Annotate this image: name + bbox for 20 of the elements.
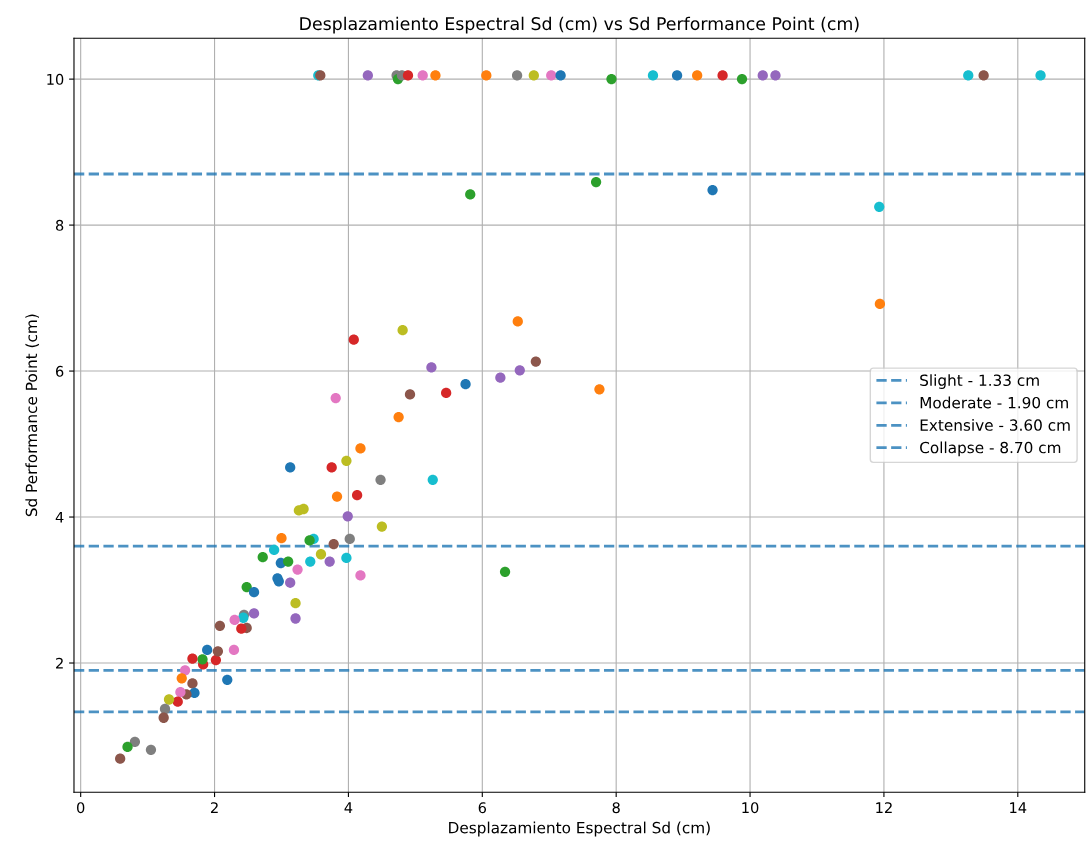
x-tick-label: 6 — [478, 802, 487, 814]
y-tick-label: 2 — [56, 657, 63, 669]
x-axis-title: Desplazamiento Espectral Sd (cm) — [449, 821, 710, 837]
x-tick-label: 10 — [742, 802, 759, 814]
x-tick-label: 4 — [344, 802, 353, 813]
legend-label: Collapse - 8.70 cm — [920, 441, 1061, 457]
chart-title: Desplazamiento Espectral Sd (cm) vs Sd Performance Point (cm) — [300, 16, 859, 34]
x-tick-label: 14 — [1010, 802, 1027, 813]
y-tick-label: 4 — [55, 511, 64, 523]
x-tick-label: 0 — [77, 802, 85, 814]
y-tick-label: 8 — [55, 219, 64, 231]
y-tick-label: 10 — [47, 73, 64, 85]
legend-label: Extensive - 3.60 cm — [920, 419, 1070, 431]
x-tick-label: 8 — [612, 802, 620, 814]
x-tick-label: 2 — [210, 802, 218, 813]
legend-label: Moderate - 1.90 cm — [920, 396, 1068, 409]
x-tick-label: 12 — [876, 802, 892, 813]
legend-label: Slight - 1.33 cm — [920, 374, 1039, 389]
y-tick-label: 6 — [56, 365, 64, 377]
y-axis-title: Sd Performance Point (cm) — [25, 314, 39, 517]
